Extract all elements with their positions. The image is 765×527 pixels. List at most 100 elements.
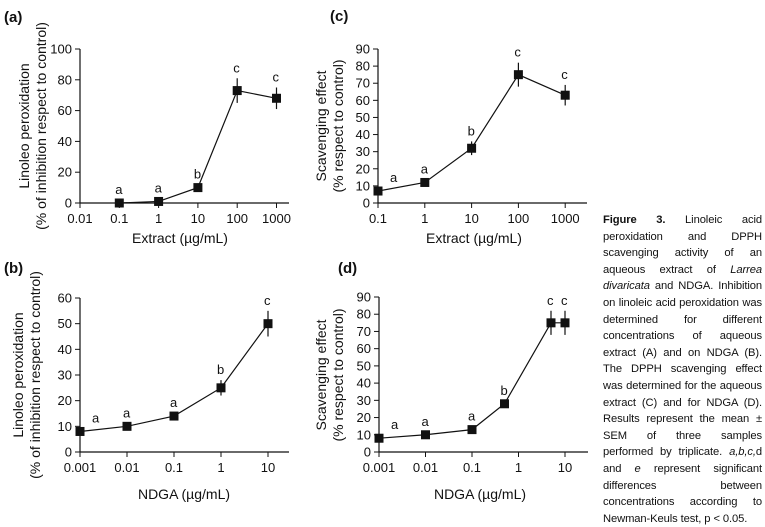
panel-label: (b)	[4, 260, 23, 277]
x-tick-label: 1	[155, 211, 162, 226]
y-tick-label: 70	[356, 76, 370, 91]
panel-label: (d)	[338, 260, 357, 277]
caption-text: d and	[603, 446, 762, 475]
chart-panel-d: (d) 0 10 20 30 40 50 60 70 80 90 0.001 0.01 0.1 1 10 NDG…	[313, 260, 588, 502]
significance-letter: a	[468, 409, 476, 424]
x-tick-label: 10	[191, 211, 205, 226]
x-tick-label: 1	[421, 211, 428, 226]
significance-letter: b	[468, 123, 475, 138]
y-tick-label: 10	[356, 178, 370, 193]
caption-label: Figure 3.	[603, 214, 666, 226]
x-tick-label: 0.1	[165, 460, 183, 475]
x-tick-label: 1000	[551, 211, 580, 226]
y-tick-label: 20	[357, 410, 371, 425]
y-tick-label: 80	[58, 72, 72, 87]
data-point	[420, 177, 430, 187]
x-tick-label: 10	[558, 460, 572, 475]
y-tick-label: 40	[356, 127, 370, 142]
significance-letter: c	[273, 70, 280, 85]
data-point	[114, 198, 124, 208]
x-tick-label: 1000	[262, 211, 291, 226]
x-tick-label: 0.1	[110, 211, 128, 226]
y-tick-label: 40	[357, 376, 371, 391]
significance-letter: a	[115, 182, 123, 197]
significance-letter: a	[123, 405, 131, 420]
significance-letter: c	[233, 60, 240, 75]
x-tick-label: 10	[261, 460, 275, 475]
y-tick-label: 30	[58, 368, 72, 383]
significance-letter: a	[92, 410, 100, 425]
data-point	[272, 93, 281, 103]
significance-letter: a	[155, 180, 163, 195]
x-tick-label: 0.01	[67, 211, 92, 226]
y-tick-label: 100	[50, 42, 72, 57]
data-point	[500, 399, 510, 409]
data-point	[169, 411, 179, 421]
y-tick-label: 40	[58, 134, 72, 149]
y-tick-label: 30	[356, 144, 370, 159]
significance-letter: c	[264, 293, 271, 308]
y-tick-label: 60	[356, 93, 370, 108]
y-tick-label: 80	[357, 307, 371, 322]
x-axis-label: NDGA (µg/mL)	[434, 486, 526, 502]
y-tick-label: 10	[58, 419, 72, 434]
significance-letter: c	[561, 67, 568, 82]
data-point	[232, 86, 242, 96]
figure-caption: Figure 3. Linoleic acid peroxidation and…	[603, 212, 762, 527]
significance-letter: c	[547, 293, 554, 308]
data-point	[154, 196, 164, 206]
y-tick-label: 50	[356, 110, 370, 125]
x-tick-label: 0.1	[463, 460, 481, 475]
x-tick-label: 100	[226, 211, 248, 226]
caption-text: and NDGA. Inhibition on linoleic acid pe…	[603, 280, 762, 459]
x-tick-label: 1	[515, 460, 522, 475]
y-tick-label: 20	[58, 393, 72, 408]
y-axis-label-units: (% respect to control)	[330, 308, 346, 441]
data-point	[513, 70, 523, 80]
data-point	[560, 318, 570, 328]
data-point	[75, 426, 85, 436]
data-point	[421, 430, 430, 440]
significance-letter: b	[217, 362, 224, 377]
y-tick-label: 60	[357, 341, 371, 356]
data-point	[193, 183, 203, 193]
data-point	[122, 421, 132, 431]
y-axis-label: Linoleo peroxidation	[16, 63, 32, 188]
y-tick-label: 30	[357, 393, 371, 408]
y-tick-label: 0	[65, 445, 72, 460]
y-axis-label: Scavenging effect	[313, 319, 329, 430]
y-tick-label: 50	[58, 316, 72, 331]
y-axis-label-units: (% of inhibition respect to control)	[33, 22, 49, 230]
significance-letter: a	[170, 395, 178, 410]
caption-letters: a,b,c,	[729, 446, 756, 459]
x-axis-label: Extract (µg/mL)	[426, 230, 522, 246]
significance-letter: a	[391, 417, 399, 432]
x-tick-label: 1	[217, 460, 224, 475]
x-tick-label: 0.1	[369, 211, 387, 226]
y-tick-label: 0	[65, 196, 72, 211]
significance-letter: a	[421, 161, 429, 176]
panel-label: (a)	[4, 9, 22, 26]
y-tick-label: 50	[357, 358, 371, 373]
panel-label: (c)	[330, 8, 348, 25]
x-tick-label: 0.001	[363, 460, 396, 475]
x-tick-label: 10	[464, 211, 478, 226]
y-axis-label: Linoleo peroxidation	[10, 312, 26, 437]
significance-letter: b	[501, 383, 508, 398]
y-tick-label: 90	[357, 290, 371, 305]
y-tick-label: 40	[58, 342, 72, 357]
data-point	[263, 319, 273, 329]
y-tick-label: 10	[357, 427, 371, 442]
significance-letter: b	[194, 167, 201, 182]
x-tick-label: 0.001	[64, 460, 97, 475]
data-point	[546, 318, 556, 328]
significance-letter: c	[561, 293, 568, 308]
y-axis-label-units: (% of inhibition respect to control)	[27, 271, 43, 479]
x-tick-label: 0.01	[114, 460, 139, 475]
data-point	[467, 143, 477, 153]
y-tick-label: 60	[58, 103, 72, 118]
y-axis-label: Scavenging effect	[313, 70, 329, 181]
y-tick-label: 80	[356, 59, 370, 74]
y-tick-label: 90	[356, 42, 370, 57]
caption-text: Linoleic acid peroxidation and DPPH scav…	[603, 214, 762, 276]
